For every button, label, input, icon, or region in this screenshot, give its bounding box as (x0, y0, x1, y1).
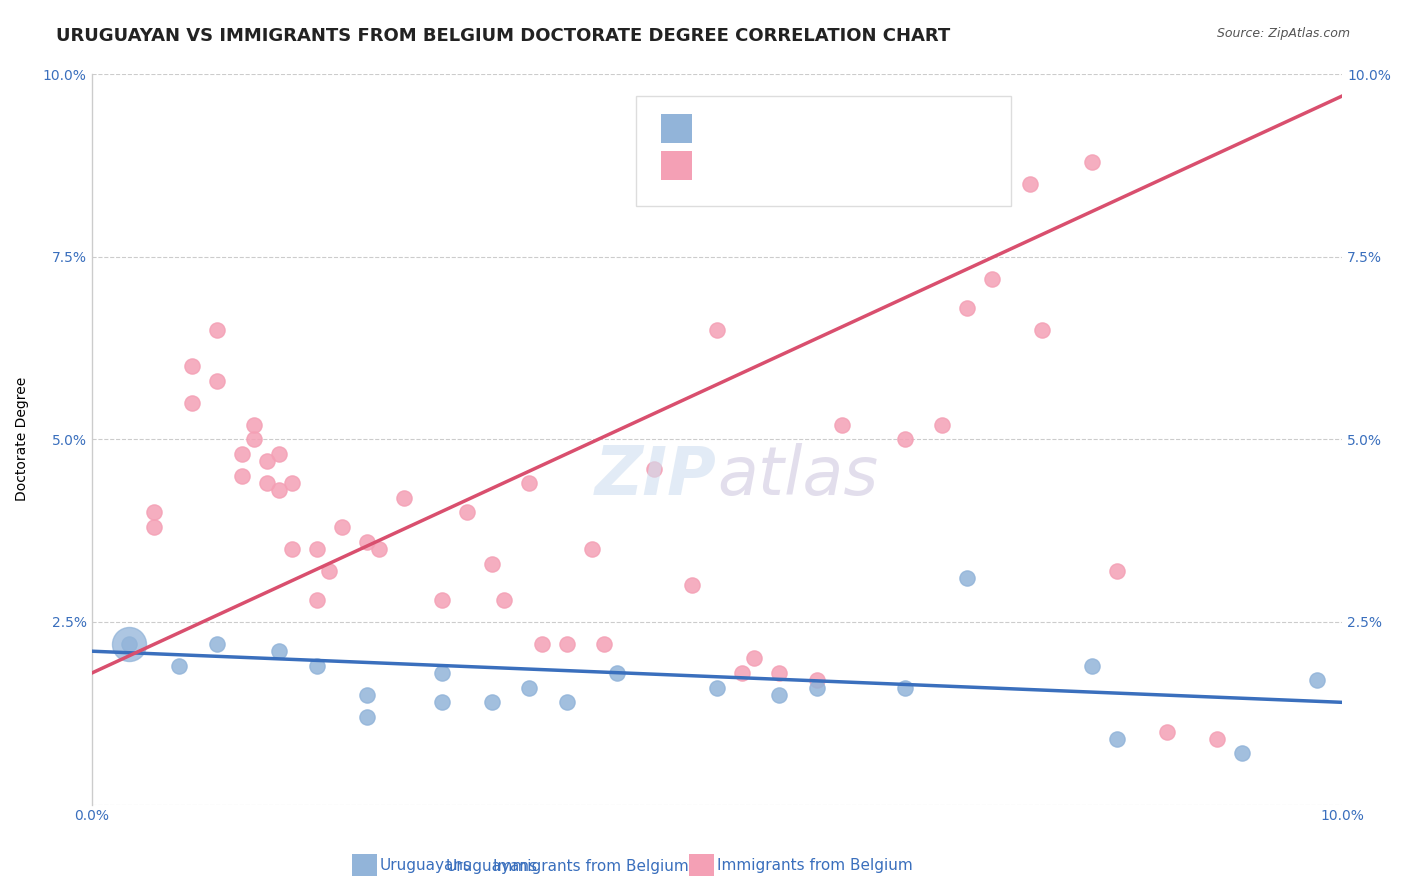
Point (956, 571, 979, 585)
Point (744, 651, 766, 665)
FancyBboxPatch shape (661, 151, 692, 180)
Text: Uruguayans: Uruguayans (446, 859, 538, 874)
Point (430, 695, 453, 709)
Point (118, 637, 141, 651)
FancyBboxPatch shape (636, 96, 1011, 205)
Text: Uruguayans: Uruguayans (380, 858, 471, 872)
Point (205, 374, 228, 388)
Point (1232, 747, 1254, 761)
Point (593, 637, 616, 651)
Point (280, 476, 302, 491)
Point (530, 637, 553, 651)
Point (356, 534, 378, 549)
Point (893, 433, 915, 447)
Text: N =: N = (868, 120, 907, 138)
Point (581, 541, 603, 556)
Point (931, 417, 953, 432)
Text: N =: N = (868, 156, 907, 174)
Point (1107, 731, 1129, 746)
Point (243, 417, 266, 432)
Point (167, 658, 190, 673)
Text: -0.205: -0.205 (773, 120, 838, 138)
Point (681, 578, 703, 592)
Point (517, 476, 540, 491)
Point (256, 476, 278, 491)
Point (368, 541, 391, 556)
Text: Immigrants from Belgium: Immigrants from Belgium (717, 858, 912, 872)
Point (806, 681, 828, 695)
Point (481, 695, 503, 709)
Point (430, 666, 453, 681)
Point (318, 564, 340, 578)
Point (706, 681, 728, 695)
Point (180, 396, 202, 410)
Point (481, 557, 503, 571)
Point (768, 666, 790, 681)
Point (305, 593, 328, 607)
Point (269, 483, 291, 498)
Point (305, 541, 328, 556)
Point (231, 468, 253, 483)
Point (893, 681, 915, 695)
Point (981, 271, 1004, 285)
Point (118, 637, 141, 651)
Point (494, 593, 516, 607)
Point (806, 673, 828, 688)
Point (555, 637, 578, 651)
Point (1107, 564, 1129, 578)
Point (356, 710, 378, 724)
FancyBboxPatch shape (661, 114, 692, 144)
Point (205, 637, 228, 651)
Point (831, 417, 853, 432)
Point (606, 666, 628, 681)
Text: 51: 51 (924, 156, 948, 174)
Point (430, 593, 453, 607)
Point (706, 323, 728, 337)
Point (555, 695, 578, 709)
Point (1031, 323, 1053, 337)
Point (231, 447, 253, 461)
Point (305, 658, 328, 673)
Point (517, 681, 540, 695)
Text: Immigrants from Belgium: Immigrants from Belgium (492, 859, 689, 874)
Point (356, 688, 378, 702)
Text: ZIP: ZIP (595, 442, 717, 508)
FancyBboxPatch shape (352, 854, 377, 876)
Point (956, 301, 979, 315)
Text: R =: R = (704, 120, 744, 138)
Text: URUGUAYAN VS IMMIGRANTS FROM BELGIUM DOCTORATE DEGREE CORRELATION CHART: URUGUAYAN VS IMMIGRANTS FROM BELGIUM DOC… (56, 27, 950, 45)
Point (1206, 731, 1229, 746)
Text: 0.576: 0.576 (773, 156, 837, 174)
FancyBboxPatch shape (689, 854, 714, 876)
Point (768, 688, 790, 702)
Point (280, 541, 302, 556)
Point (269, 447, 291, 461)
Point (1081, 154, 1104, 169)
Point (643, 461, 665, 475)
Text: 22: 22 (924, 120, 948, 138)
Point (143, 520, 166, 534)
Point (1018, 177, 1040, 191)
Point (256, 454, 278, 468)
Point (243, 433, 266, 447)
Point (1306, 673, 1329, 688)
Point (731, 666, 754, 681)
Y-axis label: Doctorate Degree: Doctorate Degree (15, 377, 30, 501)
Text: Source: ZipAtlas.com: Source: ZipAtlas.com (1216, 27, 1350, 40)
Point (456, 505, 478, 519)
Point (1081, 658, 1104, 673)
Text: atlas: atlas (717, 442, 879, 508)
Point (180, 359, 202, 374)
Point (1156, 724, 1178, 739)
Point (394, 491, 416, 505)
Point (330, 520, 353, 534)
Point (143, 505, 166, 519)
Text: R =: R = (704, 156, 744, 174)
Point (205, 323, 228, 337)
Point (269, 644, 291, 658)
